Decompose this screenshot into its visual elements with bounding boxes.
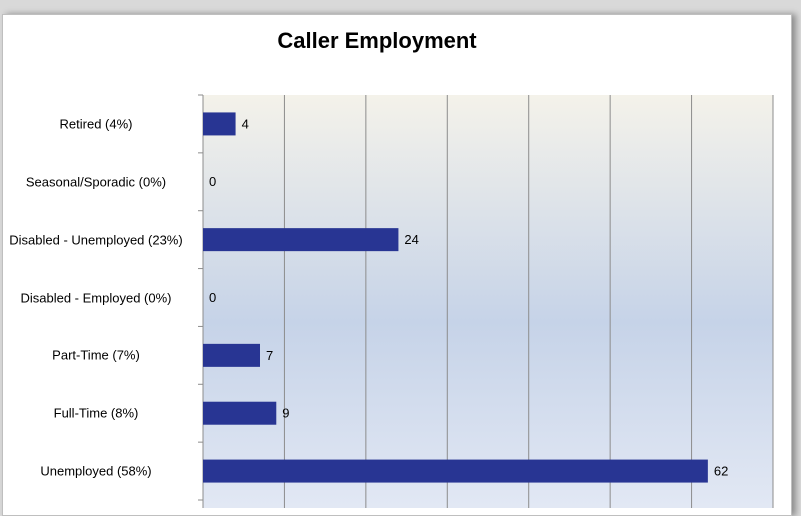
bar bbox=[203, 112, 236, 136]
value-label: 0 bbox=[209, 174, 216, 189]
value-label: 9 bbox=[282, 406, 289, 421]
value-label: 0 bbox=[209, 290, 216, 305]
y-tick-label: Full-Time (8%) bbox=[53, 405, 139, 421]
bar bbox=[203, 459, 708, 483]
y-tick-label: Retired (4%) bbox=[59, 116, 133, 132]
plot-area bbox=[203, 95, 773, 508]
y-tick-label: Disabled - Employed (0%) bbox=[20, 290, 172, 305]
y-tick-label: Part-Time (7%) bbox=[52, 347, 140, 363]
bar bbox=[203, 401, 277, 425]
value-label: 4 bbox=[242, 116, 249, 131]
value-label: 7 bbox=[266, 348, 273, 363]
value-label: 24 bbox=[404, 232, 418, 247]
chart-title: Caller Employment bbox=[277, 28, 477, 53]
y-tick-label: Seasonal/Sporadic (0%) bbox=[25, 174, 167, 190]
y-tick-label: Unemployed (58%) bbox=[40, 463, 152, 479]
bar bbox=[203, 228, 399, 252]
y-tick-label: Disabled - Unemployed (23%) bbox=[9, 232, 183, 248]
bar bbox=[203, 343, 260, 367]
value-label: 62 bbox=[714, 464, 728, 479]
